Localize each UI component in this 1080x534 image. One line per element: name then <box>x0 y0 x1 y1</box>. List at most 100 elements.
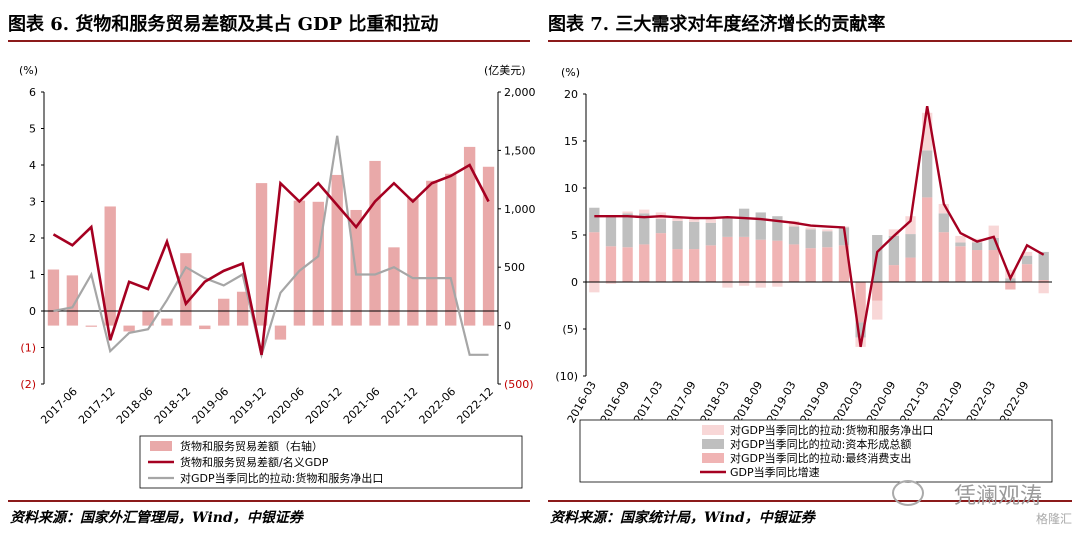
legend-swatch-bar <box>150 441 172 451</box>
consumption-bar <box>622 247 633 282</box>
consumption-bar <box>805 248 816 282</box>
capital-formation-bar <box>689 221 700 250</box>
trade-balance-gdp-ratio-line <box>52 163 490 356</box>
left-x-tick: 2021-12 <box>379 385 421 427</box>
right-x-tick: 2017-09 <box>665 379 699 425</box>
net-export-bar <box>705 218 716 223</box>
consumption-bar <box>1038 280 1049 282</box>
capital-formation-bar <box>605 216 617 247</box>
trade-balance-bar <box>274 325 287 340</box>
capital-formation-bar <box>738 208 750 237</box>
left-x-tick: 2021-06 <box>341 385 383 427</box>
capital-formation-bar <box>938 213 949 233</box>
net-export-bar <box>822 229 833 232</box>
left-x-tick: 2017-06 <box>38 385 80 427</box>
left-y-tick: 4 <box>29 159 36 172</box>
net-export-bar <box>605 282 617 284</box>
trade-balance-bar <box>482 166 495 326</box>
right-source-rule <box>548 500 1072 502</box>
trade-balance-bar <box>445 173 457 326</box>
consumption-bar <box>971 250 983 282</box>
net-export-bar <box>988 225 999 238</box>
consumption-bar <box>722 236 733 282</box>
net-export-bar <box>888 229 900 236</box>
right-chart-y-tick: 5 <box>571 229 578 242</box>
net-export-bar <box>805 227 816 230</box>
right-title-rule <box>548 40 1072 42</box>
right-x-tick: 2022-03 <box>964 379 998 425</box>
trade-balance-bar <box>255 183 268 326</box>
capital-formation-bar <box>788 226 800 245</box>
capital-formation-bar <box>805 229 816 249</box>
left-title-rule <box>8 40 530 42</box>
consumption-bar <box>888 265 900 282</box>
left-y-tick: (1) <box>20 342 36 355</box>
right-x-tick: 2018-03 <box>698 379 732 425</box>
right-x-tick: 2021-09 <box>931 379 965 425</box>
trade-balance-bar <box>369 160 381 326</box>
consumption-bar <box>838 245 850 282</box>
consumption-bar <box>755 239 766 282</box>
right-legend-label: GDP当季同比增速 <box>730 465 820 479</box>
capital-formation-bar <box>1021 255 1033 265</box>
consumption-bar <box>955 246 966 282</box>
watermark-text: 凭澜观涛 <box>953 484 1042 509</box>
capital-formation-bar <box>722 217 733 237</box>
trade-balance-bar <box>407 198 419 326</box>
net-export-bar <box>755 282 766 288</box>
consumption-bar <box>788 244 800 282</box>
right-x-tick: 2020-03 <box>831 379 865 425</box>
left-y-tick: 6 <box>29 86 36 99</box>
capital-formation-bar <box>855 322 866 338</box>
capital-formation-bar <box>639 213 650 245</box>
net-export-bar <box>722 282 733 288</box>
trade-balance-bar <box>161 318 173 326</box>
consumption-bar <box>738 236 750 282</box>
right-x-tick: 2019-09 <box>798 379 832 425</box>
right-y-tick: 2,000 <box>504 86 536 99</box>
capital-formation-bar <box>971 242 983 251</box>
left-x-tick: 2022-06 <box>417 385 459 427</box>
consumption-bar <box>905 257 916 282</box>
left-y-tick: 3 <box>29 196 36 209</box>
consumption-bar <box>639 244 650 282</box>
right-y-tick: 1,500 <box>504 144 536 157</box>
net-export-bar <box>872 300 883 320</box>
consumption-bar <box>672 249 683 282</box>
left-y-tick: 0 <box>29 305 36 318</box>
wechat-icon <box>892 480 924 506</box>
trade-balance-bar <box>47 269 60 326</box>
net-export-bar <box>905 216 916 235</box>
consumption-bar <box>772 240 783 282</box>
left-x-tick: 2020-12 <box>303 385 345 427</box>
net-export-bar <box>738 282 750 286</box>
capital-formation-bar <box>772 216 783 241</box>
right-chart-title: 图表 7. 三大需求对年度经济增长的贡献率 <box>548 14 886 35</box>
capital-formation-bar <box>622 213 633 248</box>
consumption-bar <box>605 246 617 282</box>
left-chart-title: 图表 6. 货物和服务贸易差额及其占 GDP 比重和拉动 <box>8 14 439 35</box>
consumption-bar <box>872 282 883 301</box>
gdp-growth-line <box>594 106 1045 348</box>
trade-balance-bar <box>463 146 476 326</box>
net-export-bar <box>938 203 949 214</box>
left-y-tick: 2 <box>29 232 36 245</box>
trade-balance-bar <box>388 247 400 326</box>
trade-balance-bar <box>293 200 306 326</box>
consumption-bar <box>922 197 933 282</box>
left-x-tick: 2019-12 <box>227 385 269 427</box>
net-export-bar <box>639 209 650 214</box>
consumption-bar <box>689 249 700 282</box>
right-chart-y-tick: (10) <box>555 370 578 383</box>
trade-balance-bar <box>104 206 116 326</box>
left-legend-label: 货物和服务贸易差额/名义GDP <box>180 455 329 469</box>
net-export-pull-line <box>53 135 489 360</box>
legend-swatch-capital <box>702 439 724 449</box>
net-export-bar <box>1021 251 1033 256</box>
right-chart-y-tick: 0 <box>571 276 578 289</box>
net-export-bar <box>772 282 783 287</box>
right-y-tick: (500) <box>504 378 534 391</box>
capital-formation-bar <box>905 234 916 258</box>
trade-balance-bar <box>426 180 438 326</box>
capital-formation-bar <box>988 237 999 251</box>
